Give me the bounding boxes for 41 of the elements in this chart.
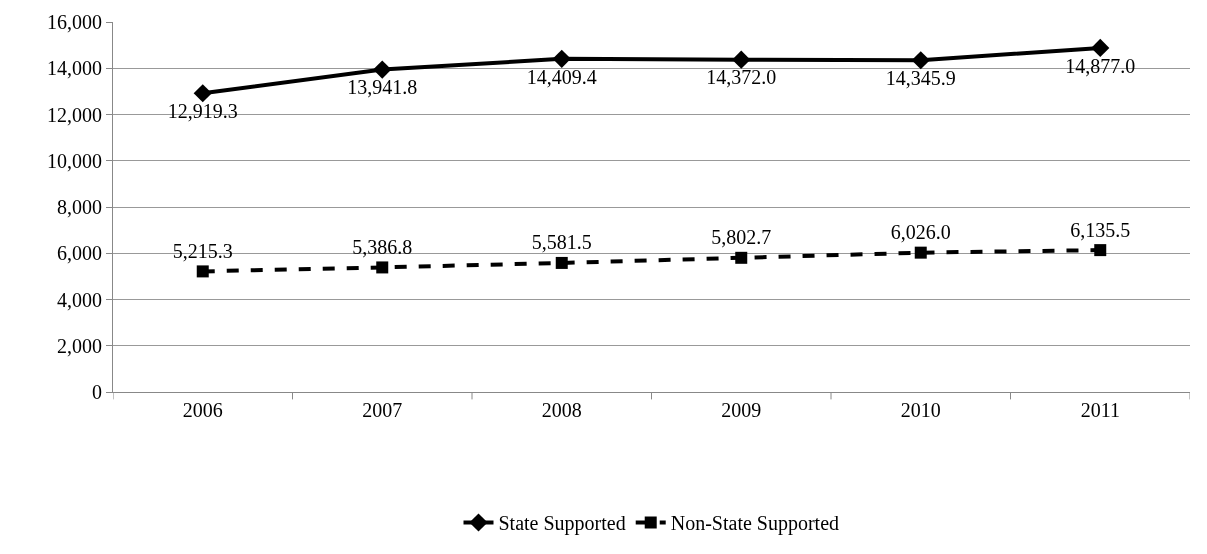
data-label: 12,919.3 bbox=[167, 99, 238, 122]
data-label: 14,372.0 bbox=[706, 66, 777, 89]
data-label: 13,941.8 bbox=[347, 76, 418, 99]
y-tick-label: 10,000 bbox=[47, 149, 102, 172]
data-label: 6,026.0 bbox=[890, 221, 951, 244]
point bbox=[735, 251, 748, 264]
point bbox=[555, 256, 568, 269]
point bbox=[732, 50, 751, 69]
y-tick-label: 8,000 bbox=[57, 196, 102, 218]
point bbox=[373, 60, 392, 79]
data-label: 5,802.7 bbox=[711, 226, 772, 249]
point bbox=[1091, 38, 1110, 58]
data-label: 6,135.5 bbox=[1070, 218, 1131, 241]
legend-label: Non-State Supported bbox=[670, 512, 840, 536]
y-tick-label: 16,000 bbox=[47, 11, 102, 33]
point bbox=[193, 84, 212, 103]
point bbox=[1094, 244, 1107, 257]
point bbox=[376, 261, 389, 274]
data-label: 14,345.9 bbox=[885, 67, 956, 89]
y-tick-label: 14,000 bbox=[47, 57, 102, 80]
data-label: 5,386.8 bbox=[352, 235, 413, 258]
x-tick-label: 2011 bbox=[1080, 399, 1120, 421]
y-tick-label: 6,000 bbox=[57, 242, 102, 265]
y-tick-label: 2,000 bbox=[57, 334, 102, 357]
data-label: 5,215.3 bbox=[172, 239, 233, 262]
x-tick-label: 2006 bbox=[182, 399, 223, 421]
data-label: 14,409.4 bbox=[526, 65, 597, 88]
data-label: 14,877.0 bbox=[1065, 54, 1136, 77]
y-tick-label: 4,000 bbox=[57, 288, 102, 311]
legend-label: State Supported bbox=[498, 512, 626, 536]
point bbox=[552, 49, 571, 68]
point bbox=[911, 51, 930, 70]
point bbox=[196, 265, 209, 278]
x-tick-label: 2008 bbox=[541, 399, 582, 421]
y-tick-label: 0 bbox=[92, 381, 102, 403]
x-tick-label: 2010 bbox=[900, 399, 941, 421]
y-tick-label: 12,000 bbox=[47, 103, 102, 126]
x-tick-label: 2007 bbox=[362, 399, 403, 421]
data-label: 5,581.5 bbox=[531, 231, 592, 254]
x-tick-label: 2009 bbox=[721, 399, 762, 421]
point bbox=[914, 246, 927, 259]
